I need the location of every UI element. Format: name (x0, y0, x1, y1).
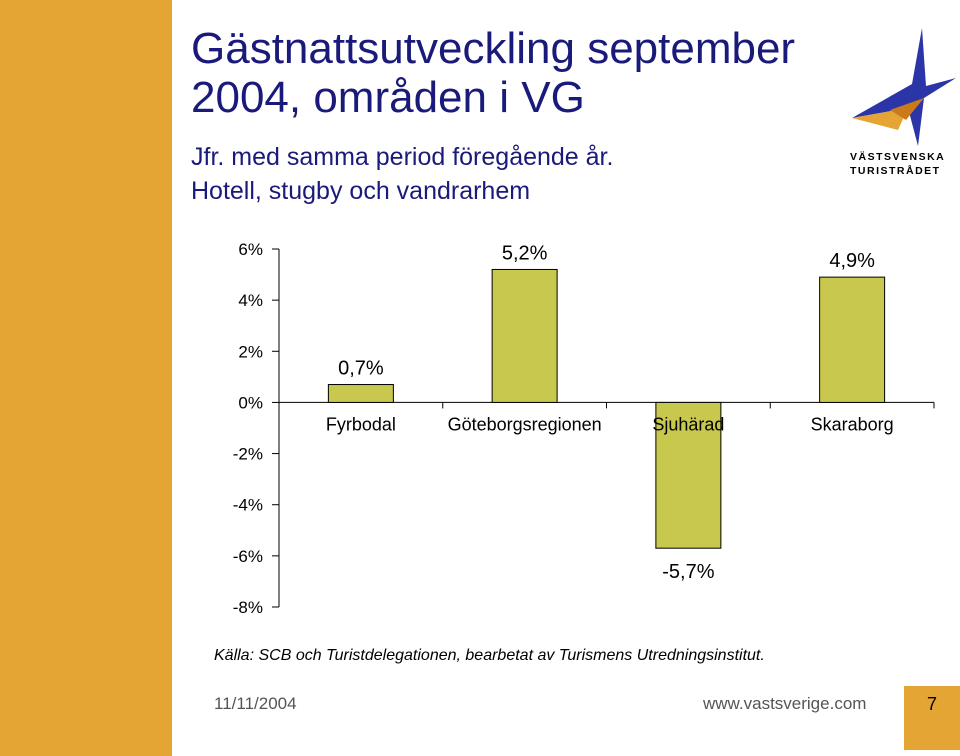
footer-url: www.vastsverige.com (703, 694, 867, 713)
y-tick-label: -8% (233, 598, 263, 617)
logo-line2: TURISTRÅDET (850, 165, 941, 177)
data-label: 4,9% (829, 250, 875, 272)
page-number: 7 (926, 694, 937, 714)
y-tick-label: -6% (233, 547, 263, 566)
y-tick-label: 2% (238, 342, 263, 361)
source-note: Källa: SCB och Turistdelegationen, bearb… (214, 647, 765, 664)
subtitle-comparison: Jfr. med samma period föregående år. (191, 143, 614, 171)
bar (819, 276, 886, 403)
footer-date: 11/11/2004 (214, 694, 297, 713)
y-tick-label: 6% (238, 240, 263, 259)
data-label: 0,7% (338, 358, 384, 380)
data-label: -5,7% (662, 561, 714, 583)
data-label: 5,2% (502, 242, 548, 264)
vastsvenska-star-logo-icon (852, 28, 956, 146)
x-tick-label: Sjuhärad (652, 414, 724, 434)
y-tick-label: -2% (233, 445, 263, 464)
bar (655, 401, 722, 549)
x-tick-label: Skaraborg (811, 414, 894, 434)
x-tick-label: Göteborgsregionen (448, 414, 602, 434)
y-tick-label: -4% (233, 496, 263, 515)
x-tick-label: Fyrbodal (326, 414, 396, 434)
subtitle-accommodation: Hotell, stugby och vandrarhem (191, 177, 531, 205)
logo-text: VÄSTSVENSKA TURISTRÅDET (850, 150, 960, 178)
sidebar-band (0, 0, 172, 756)
bar (327, 384, 394, 403)
logo-line1: VÄSTSVENSKA (850, 151, 946, 163)
y-tick-label: 0% (238, 393, 263, 412)
page-title: Gästnattsutveckling september 2004, områ… (191, 24, 796, 122)
page-number-box (904, 686, 960, 750)
y-tick-label: 4% (238, 291, 263, 310)
bar (491, 268, 558, 403)
